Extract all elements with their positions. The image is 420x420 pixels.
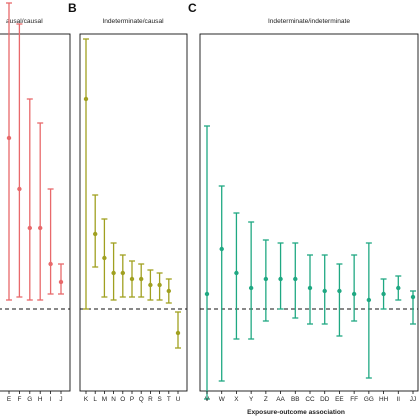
x-tick-label: S (157, 396, 161, 403)
x-tick-label: O (120, 396, 125, 403)
panel-frame (0, 33, 71, 392)
panel-letter: B (68, 1, 77, 15)
point-estimate (6, 135, 12, 141)
point-estimate (17, 186, 22, 192)
x-tick-label: Z (264, 396, 268, 403)
point-estimate (337, 288, 342, 294)
point-estimate (248, 285, 254, 291)
point-estimate (148, 282, 153, 288)
point-estimate (93, 231, 98, 237)
x-tick-label: CC (305, 396, 315, 403)
x-tick-label: T (167, 396, 171, 403)
panel-title: Indeterminate/causal (102, 18, 164, 25)
x-tick-label: JJ (410, 396, 416, 403)
point-estimate (129, 276, 135, 282)
point-estimate (58, 279, 64, 285)
x-tick-label: H (38, 396, 43, 403)
point-estimate (293, 276, 298, 282)
point-estimate (410, 294, 416, 300)
x-tick-label: Q (139, 396, 144, 403)
x-tick-label: P (130, 396, 134, 403)
x-tick-label: Y (249, 396, 254, 403)
point-estimate (322, 288, 327, 294)
x-tick-label: FF (350, 396, 358, 403)
point-estimate (139, 276, 144, 282)
point-estimate (381, 291, 386, 297)
x-tick-label: U (176, 396, 181, 403)
point-estimate (204, 291, 210, 297)
point-estimate (278, 276, 283, 282)
x-tick-label: HH (379, 396, 389, 403)
panel-frame (79, 33, 188, 392)
panel-letter: C (188, 1, 197, 15)
point-estimate (111, 270, 116, 276)
panel-c: C Indeterminate/indeterminate V W X Y Z AA BB CC D… (188, 1, 419, 403)
x-tick-label: G (27, 396, 32, 403)
point-estimate (263, 276, 269, 282)
point-estimate (166, 288, 171, 294)
point-estimate (219, 246, 224, 252)
point-estimate (38, 225, 43, 231)
panel-title: Indeterminate/indeterminate (268, 18, 350, 25)
x-tick-label: M (102, 396, 107, 403)
point-estimate (175, 330, 181, 336)
x-tick-label: BB (291, 396, 300, 403)
point-estimate (351, 291, 357, 297)
point-estimate (366, 297, 372, 303)
x-tick-label: F (17, 396, 21, 403)
point-estimate (396, 285, 401, 291)
x-tick-label: II (397, 396, 401, 403)
x-tick-label: GG (364, 396, 374, 403)
x-tick-label: N (111, 396, 116, 403)
x-tick-label: DD (320, 396, 330, 403)
x-tick-label: J (59, 396, 62, 403)
x-tick-label: EE (335, 396, 344, 403)
x-tick-label: L (93, 396, 97, 403)
x-tick-label: R (148, 396, 153, 403)
point-estimate (48, 261, 53, 267)
point-estimate (157, 282, 162, 288)
x-tick-label: E (7, 396, 11, 403)
x-axis-title: Exposure-outcome association (247, 409, 345, 416)
x-tick-label: W (219, 396, 226, 403)
x-tick-label: I (50, 396, 52, 403)
panel-b: B Indeterminate/causal K L M N O P Q R S T U (68, 1, 188, 403)
point-estimate (307, 285, 313, 291)
x-tick-label: V (205, 396, 210, 403)
point-estimate (234, 270, 239, 276)
panel-a: ausal/causal E F G H I J (0, 2, 71, 403)
point-estimate (83, 96, 89, 102)
x-tick-label: K (84, 396, 89, 403)
x-tick-label: X (234, 396, 239, 403)
x-tick-label: AA (276, 396, 285, 403)
point-estimate (27, 225, 32, 231)
point-estimate (102, 255, 107, 261)
panel-frame (199, 33, 419, 392)
point-estimate (120, 270, 126, 276)
panel-title: ausal/causal (6, 18, 43, 25)
